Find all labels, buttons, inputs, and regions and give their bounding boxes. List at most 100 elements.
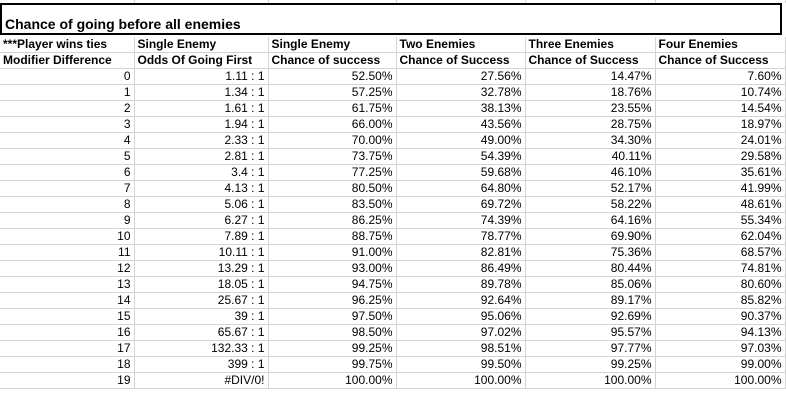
table-cell[interactable]: 14	[0, 292, 135, 309]
table-cell[interactable]: 92.64%	[396, 292, 526, 309]
table-cell[interactable]: 99.25%	[268, 340, 397, 357]
table-cell[interactable]: 61.75%	[268, 100, 397, 117]
grid-cell[interactable]	[268, 0, 397, 3]
table-cell[interactable]: 58.22%	[525, 196, 656, 213]
table-cell[interactable]: 8	[0, 196, 135, 213]
table-cell[interactable]: 10.11 : 1	[134, 244, 269, 261]
table-cell[interactable]: 1	[0, 84, 135, 101]
table-cell[interactable]: 83.50%	[268, 196, 397, 213]
table-cell[interactable]: 14.54%	[655, 100, 786, 117]
header-cell[interactable]: Chance of Success	[525, 52, 656, 69]
table-cell[interactable]: 78.77%	[396, 228, 526, 245]
table-cell[interactable]: 98.51%	[396, 340, 526, 357]
table-cell[interactable]: 82.81%	[396, 244, 526, 261]
table-cell[interactable]: 2	[0, 100, 135, 117]
table-cell[interactable]: 38.13%	[396, 100, 526, 117]
table-cell[interactable]: 15	[0, 308, 135, 325]
table-cell[interactable]: 57.25%	[268, 84, 397, 101]
table-cell[interactable]: 99.00%	[655, 356, 786, 373]
grid-cell[interactable]	[525, 0, 656, 3]
table-cell[interactable]: 14.47%	[525, 68, 656, 85]
table-cell[interactable]: 65.67 : 1	[134, 324, 269, 341]
table-cell[interactable]: 73.75%	[268, 148, 397, 165]
table-cell[interactable]: 7.60%	[655, 68, 786, 85]
table-cell[interactable]: 6	[0, 164, 135, 181]
table-cell[interactable]: 94.75%	[268, 276, 397, 293]
table-cell[interactable]: 64.16%	[525, 212, 656, 229]
grid-cell[interactable]	[134, 0, 269, 3]
table-cell[interactable]: 100.00%	[655, 372, 786, 389]
grid-cell[interactable]	[0, 0, 135, 3]
table-cell[interactable]: 13	[0, 276, 135, 293]
table-cell[interactable]: 99.50%	[396, 356, 526, 373]
table-cell[interactable]: 99.25%	[525, 356, 656, 373]
table-cell[interactable]: 6.27 : 1	[134, 212, 269, 229]
table-cell[interactable]: 43.56%	[396, 116, 526, 133]
table-cell[interactable]: 69.90%	[525, 228, 656, 245]
table-cell[interactable]: 94.13%	[655, 324, 786, 341]
table-cell[interactable]: 7	[0, 180, 135, 197]
table-cell[interactable]: 1.61 : 1	[134, 100, 269, 117]
table-cell[interactable]: 52.17%	[525, 180, 656, 197]
table-cell[interactable]: 80.60%	[655, 276, 786, 293]
table-cell[interactable]: 92.69%	[525, 308, 656, 325]
table-cell[interactable]: 93.00%	[268, 260, 397, 277]
table-cell[interactable]: 35.61%	[655, 164, 786, 181]
table-cell[interactable]: 96.25%	[268, 292, 397, 309]
table-cell[interactable]: 49.00%	[396, 132, 526, 149]
table-cell[interactable]: 13.29 : 1	[134, 260, 269, 277]
table-cell[interactable]: 12	[0, 260, 135, 277]
table-cell[interactable]: 75.36%	[525, 244, 656, 261]
table-cell[interactable]: 86.25%	[268, 212, 397, 229]
table-cell[interactable]: 41.99%	[655, 180, 786, 197]
table-cell[interactable]: 9	[0, 212, 135, 229]
table-cell[interactable]: 86.49%	[396, 260, 526, 277]
table-cell[interactable]: 28.75%	[525, 116, 656, 133]
table-cell[interactable]: 1.94 : 1	[134, 116, 269, 133]
table-cell[interactable]: 39 : 1	[134, 308, 269, 325]
table-cell[interactable]: 52.50%	[268, 68, 397, 85]
table-cell[interactable]: 74.81%	[655, 260, 786, 277]
table-cell[interactable]: 48.61%	[655, 196, 786, 213]
table-cell[interactable]: 46.10%	[525, 164, 656, 181]
header-cell[interactable]: ***Player wins ties	[0, 37, 135, 53]
table-cell[interactable]: 5	[0, 148, 135, 165]
table-cell[interactable]: 25.67 : 1	[134, 292, 269, 309]
table-cell[interactable]: 68.57%	[655, 244, 786, 261]
table-cell[interactable]: 2.33 : 1	[134, 132, 269, 149]
table-cell[interactable]: 18	[0, 356, 135, 373]
table-cell[interactable]: 64.80%	[396, 180, 526, 197]
table-cell[interactable]: 5.06 : 1	[134, 196, 269, 213]
table-cell[interactable]: 24.01%	[655, 132, 786, 149]
table-cell[interactable]: 29.58%	[655, 148, 786, 165]
table-cell[interactable]: 70.00%	[268, 132, 397, 149]
table-cell[interactable]: 55.34%	[655, 212, 786, 229]
table-cell[interactable]: 85.06%	[525, 276, 656, 293]
header-cell[interactable]: Odds Of Going First	[134, 52, 269, 69]
table-cell[interactable]: 99.75%	[268, 356, 397, 373]
table-cell[interactable]: 69.72%	[396, 196, 526, 213]
table-cell[interactable]: 11	[0, 244, 135, 261]
header-cell[interactable]: Four Enemies	[655, 37, 786, 53]
table-cell[interactable]: 18.97%	[655, 116, 786, 133]
table-cell[interactable]: 132.33 : 1	[134, 340, 269, 357]
table-cell[interactable]: 80.44%	[525, 260, 656, 277]
table-cell[interactable]: 91.00%	[268, 244, 397, 261]
table-cell[interactable]: 40.11%	[525, 148, 656, 165]
table-cell[interactable]: 2.81 : 1	[134, 148, 269, 165]
table-cell[interactable]: 97.50%	[268, 308, 397, 325]
table-cell[interactable]: 59.68%	[396, 164, 526, 181]
header-cell[interactable]: Two Enemies	[396, 37, 526, 53]
table-cell[interactable]: 4.13 : 1	[134, 180, 269, 197]
table-cell[interactable]: 97.02%	[396, 324, 526, 341]
header-cell[interactable]: Chance of Success	[396, 52, 526, 69]
table-cell[interactable]: 85.82%	[655, 292, 786, 309]
table-cell[interactable]: 89.78%	[396, 276, 526, 293]
table-cell[interactable]: 95.57%	[525, 324, 656, 341]
table-cell[interactable]: 97.03%	[655, 340, 786, 357]
table-cell[interactable]: 90.37%	[655, 308, 786, 325]
table-cell[interactable]: 18.76%	[525, 84, 656, 101]
table-cell[interactable]: 18.05 : 1	[134, 276, 269, 293]
table-cell[interactable]: 17	[0, 340, 135, 357]
table-cell[interactable]: 4	[0, 132, 135, 149]
